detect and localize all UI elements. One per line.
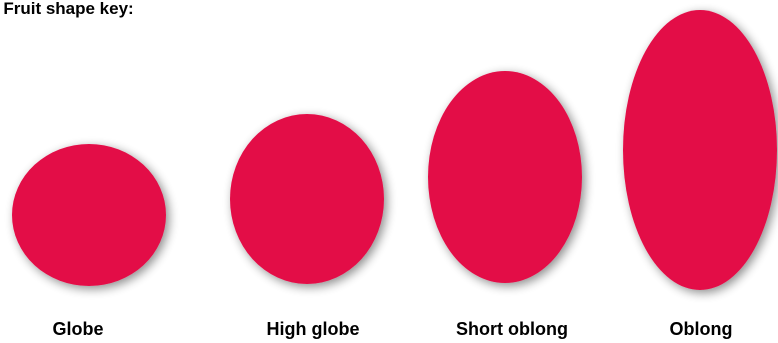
label-short-oblong: Short oblong (456, 319, 568, 339)
label-high-globe: High globe (266, 319, 360, 339)
shape-short-oblong (428, 71, 582, 283)
shape-globe (12, 144, 166, 286)
label-oblong: Oblong (669, 319, 733, 339)
key-title: * Fruit shape key: (0, 0, 134, 18)
shape-oblong (623, 10, 777, 290)
shape-high-globe (230, 114, 384, 284)
label-globe: Globe (52, 319, 104, 339)
